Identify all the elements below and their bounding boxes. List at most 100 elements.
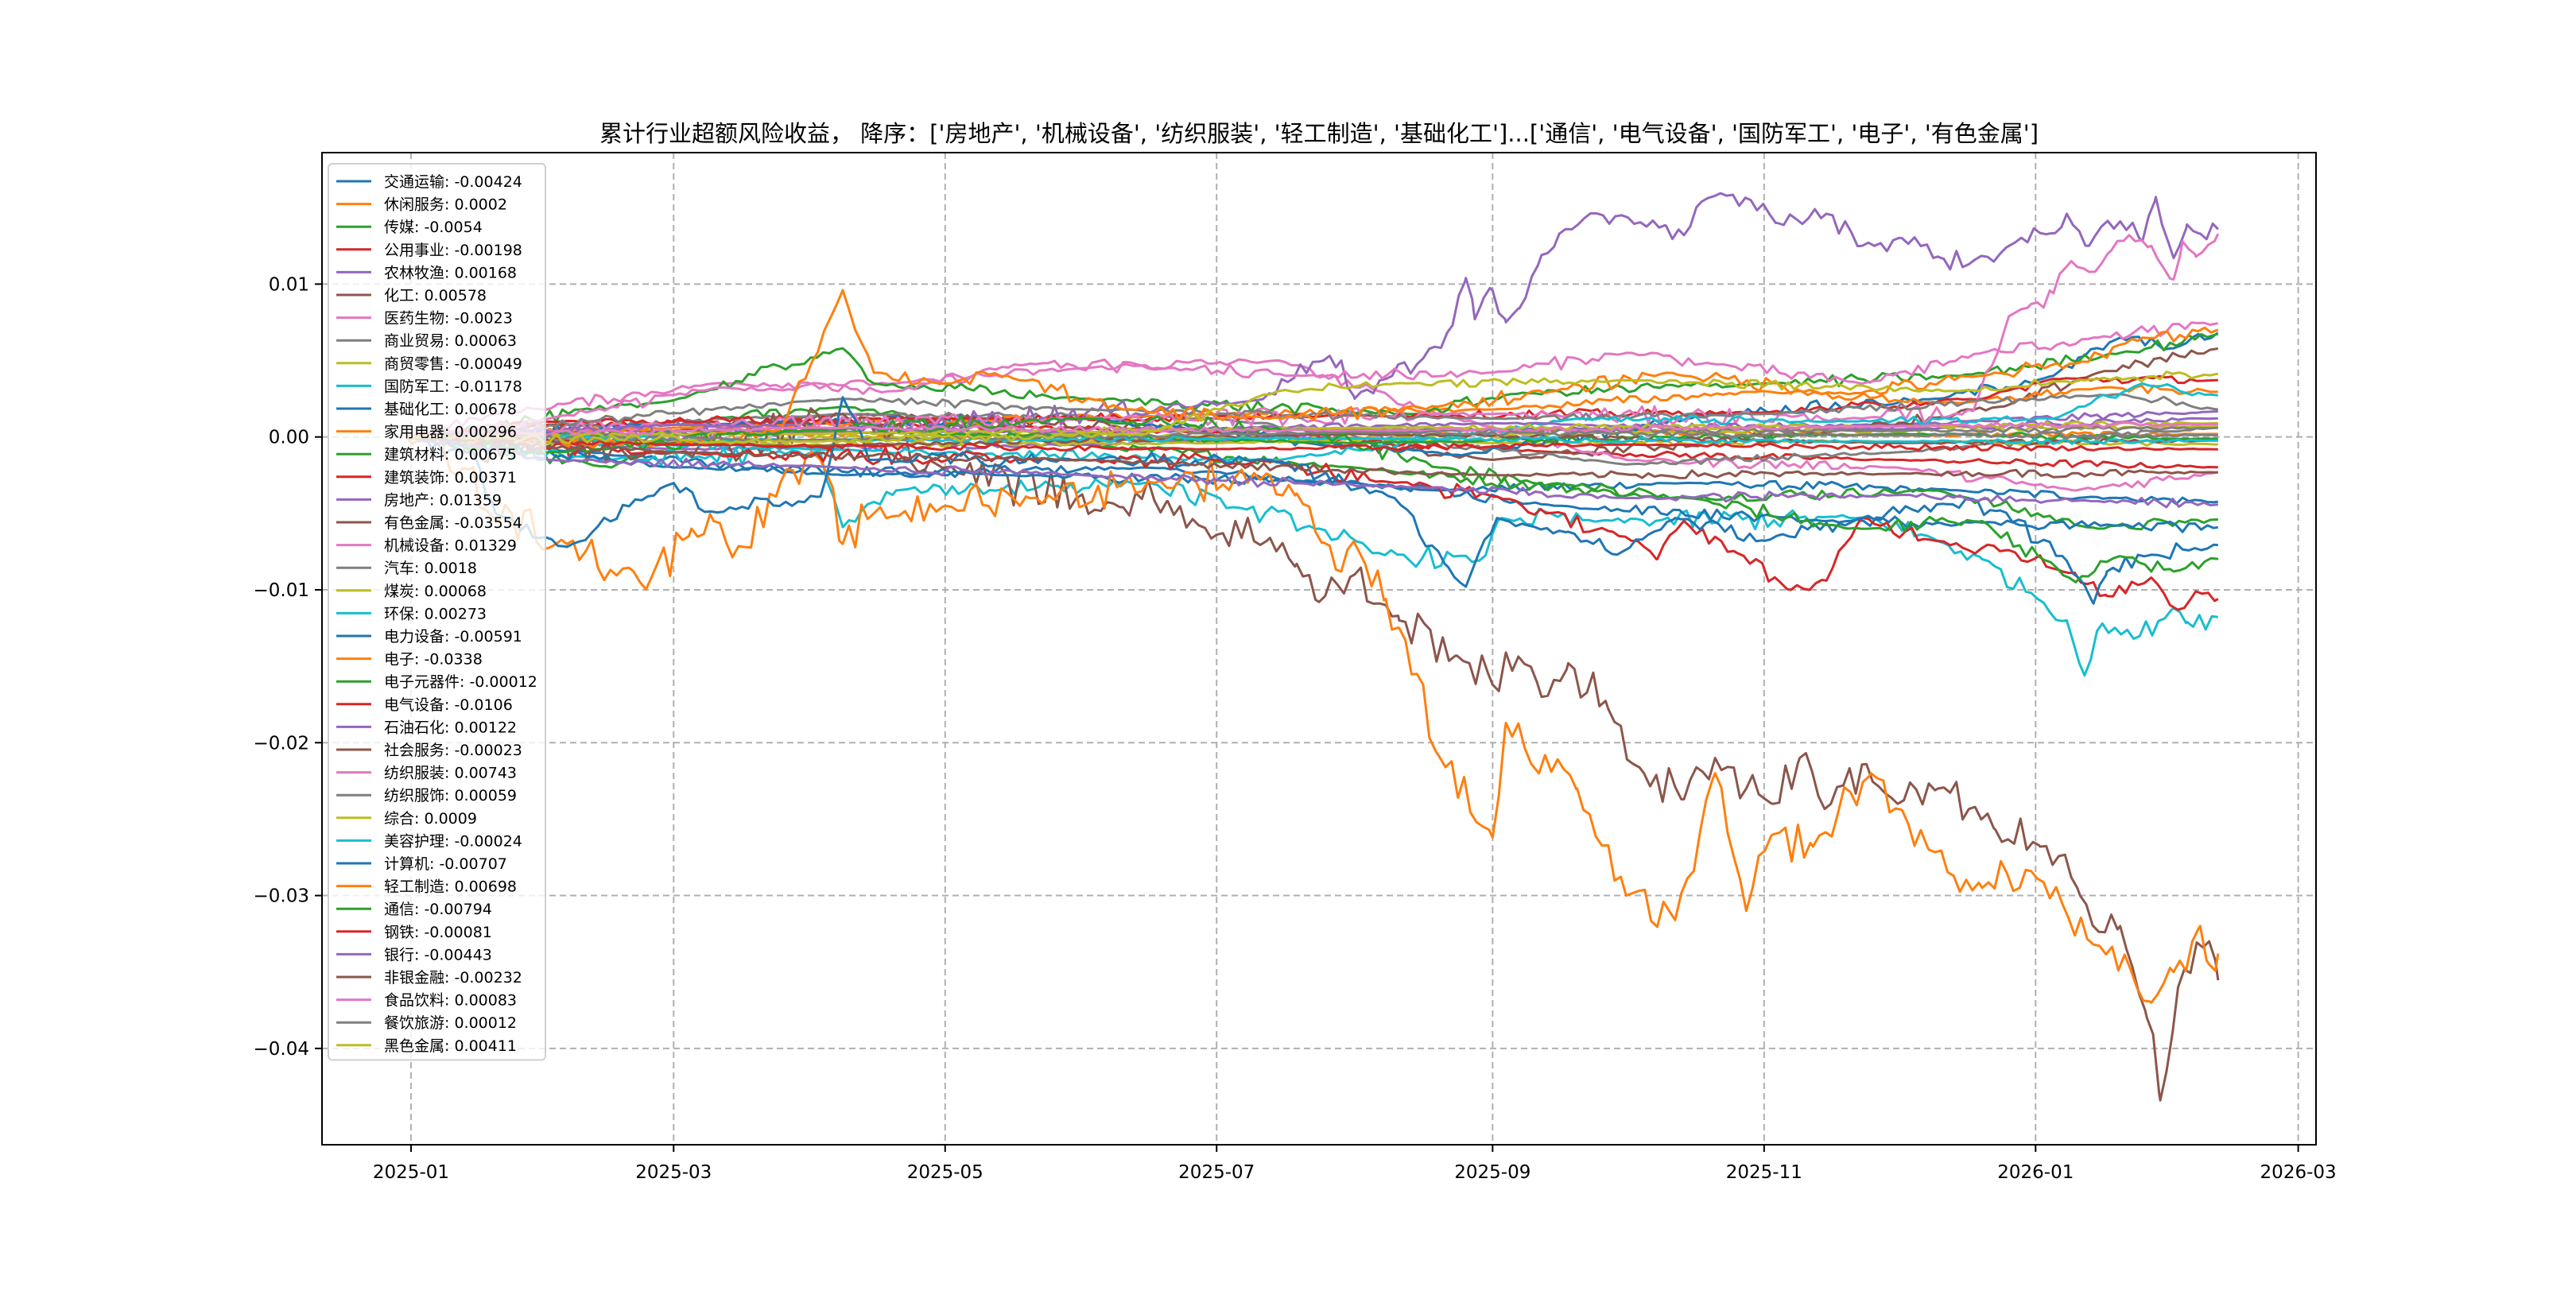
y-axis: 0.01 0.00 −0.01 −0.02 −0.03 −0.04 — [254, 274, 322, 1060]
legend-entry: 建筑装饰: 0.00371 — [336, 469, 517, 487]
legend-entry: 电力设备: -0.00591 — [336, 628, 522, 646]
legend-label: 医药生物: -0.0023 — [384, 310, 513, 328]
x-tick-label: 2026-03 — [2260, 1162, 2337, 1183]
x-tick-label: 2026-01 — [1997, 1162, 2074, 1183]
series-line-黑色金属 — [406, 370, 2218, 445]
legend-label: 银行: -0.00443 — [384, 946, 492, 963]
legend-label: 机械设备: 0.01329 — [384, 537, 517, 555]
y-tick-label: 0.00 — [269, 428, 309, 448]
x-tick-label: 2025-11 — [1726, 1162, 1802, 1183]
series-line-基础化工 — [406, 331, 2219, 457]
series-line-房地产 — [406, 192, 2219, 446]
x-tick-label: 2025-05 — [907, 1162, 983, 1183]
legend-entry: 银行: -0.00443 — [336, 946, 492, 963]
legend-entry: 国防军工: -0.01178 — [336, 378, 522, 395]
legend-entry: 计算机: -0.00707 — [336, 855, 507, 873]
legend-box — [328, 163, 546, 1061]
legend-entry: 化工: 0.00578 — [336, 287, 487, 304]
legend: 交通运输: -0.00424 休闲服务: 0.0002 传媒: -0.0054 公用事… — [328, 163, 546, 1061]
legend-entry: 传媒: -0.0054 — [336, 219, 483, 236]
chart-title: 累计行业超额风险收益， 降序：['房地产', '机械设备', '纺织服装', '… — [599, 120, 2039, 147]
legend-label: 轻工制造: 0.00698 — [384, 878, 517, 896]
legend-entry: 休闲服务: 0.0002 — [336, 196, 507, 214]
legend-entry: 汽车: 0.0018 — [336, 560, 477, 577]
series-line-国防军工 — [406, 434, 2218, 677]
series-line-钢铁 — [406, 436, 2218, 452]
legend-entry: 纺织服饰: 0.00059 — [336, 787, 517, 804]
legend-entry: 轻工制造: 0.00698 — [336, 878, 517, 896]
legend-entry: 商业贸易: 0.00063 — [336, 332, 517, 350]
legend-label: 商业贸易: 0.00063 — [384, 332, 517, 350]
series-line-非银金融 — [406, 436, 2218, 479]
legend-label: 社会服务: -0.00023 — [384, 742, 522, 759]
y-tick-label: −0.04 — [254, 1039, 309, 1060]
legend-entry: 家用电器: 0.00296 — [336, 424, 517, 441]
legend-entry: 农林牧渔: 0.00168 — [336, 264, 517, 281]
legend-label: 国防军工: -0.01178 — [384, 378, 522, 395]
legend-entry: 美容护理: -0.00024 — [336, 832, 522, 850]
series-lines — [405, 192, 2220, 1102]
y-tick-label: −0.01 — [254, 580, 309, 601]
legend-label: 公用事业: -0.00198 — [384, 242, 522, 259]
legend-label: 传媒: -0.0054 — [384, 219, 483, 236]
legend-entry: 通信: -0.00794 — [336, 901, 492, 918]
legend-label: 商贸零售: -0.00049 — [384, 355, 522, 373]
legend-label: 通信: -0.00794 — [384, 901, 492, 918]
legend-label: 电气设备: -0.0106 — [384, 696, 513, 714]
legend-entry: 电子: -0.0338 — [336, 651, 483, 669]
legend-label: 计算机: -0.00707 — [384, 855, 507, 873]
legend-entry: 煤炭: 0.00068 — [336, 583, 487, 600]
legend-entry: 石油石化: 0.00122 — [336, 719, 517, 736]
legend-label: 建筑装饰: 0.00371 — [384, 469, 517, 487]
legend-entry: 机械设备: 0.01329 — [336, 537, 517, 555]
legend-label: 钢铁: -0.00081 — [384, 924, 492, 941]
series-line-餐饮旅游 — [406, 430, 2218, 443]
legend-label: 黑色金属: 0.00411 — [384, 1037, 517, 1055]
legend-entry: 有色金属: -0.03554 — [336, 514, 522, 532]
series-line-银行 — [406, 436, 2218, 509]
legend-label: 交通运输: -0.00424 — [384, 173, 522, 191]
legend-entry: 交通运输: -0.00424 — [336, 173, 522, 191]
x-tick-label: 2025-03 — [635, 1162, 712, 1183]
legend-entry: 商贸零售: -0.00049 — [336, 355, 522, 373]
x-tick-label: 2025-01 — [373, 1162, 449, 1183]
legend-entry: 纺织服装: 0.00743 — [336, 765, 517, 782]
legend-label: 休闲服务: 0.0002 — [384, 196, 507, 214]
y-tick-label: 0.01 — [269, 274, 309, 295]
legend-label: 建筑材料: 0.00675 — [384, 446, 517, 463]
legend-entry: 建筑材料: 0.00675 — [336, 446, 517, 463]
legend-entry: 非银金融: -0.00232 — [336, 969, 522, 987]
x-tick-label: 2025-07 — [1178, 1162, 1255, 1183]
legend-entry: 食品饮料: 0.00083 — [336, 992, 517, 1010]
legend-label: 综合: 0.0009 — [384, 810, 477, 828]
legend-entry: 基础化工: 0.00678 — [336, 401, 517, 418]
grid-lines — [322, 153, 2316, 1145]
legend-label: 有色金属: -0.03554 — [384, 514, 522, 532]
x-axis: 2025-01 2025-03 2025-05 2025-07 2025-09 2025-… — [373, 1145, 2337, 1183]
plot-frame — [321, 152, 2317, 1146]
legend-entry: 电气设备: -0.0106 — [336, 696, 513, 714]
legend-entry: 社会服务: -0.00023 — [336, 742, 522, 759]
legend-label: 美容护理: -0.00024 — [384, 832, 522, 850]
legend-entry: 医药生物: -0.0023 — [336, 310, 513, 328]
series-line-电子 — [405, 428, 2220, 1004]
legend-label: 非银金融: -0.00232 — [384, 969, 522, 987]
y-tick-label: −0.03 — [254, 886, 309, 907]
legend-label: 食品饮料: 0.00083 — [384, 992, 517, 1010]
series-line-石油石化 — [406, 417, 2218, 439]
legend-label: 农林牧渔: 0.00168 — [384, 264, 517, 281]
legend-entry: 综合: 0.0009 — [336, 810, 477, 828]
series-line-食品饮料 — [406, 421, 2218, 439]
legend-label: 化工: 0.00578 — [384, 287, 487, 304]
legend-label: 电子元器件: -0.00012 — [384, 673, 537, 691]
legend-label: 基础化工: 0.00678 — [384, 401, 517, 418]
legend-label: 汽车: 0.0018 — [384, 560, 477, 577]
legend-label: 环保: 0.00273 — [384, 605, 487, 622]
legend-entry: 公用事业: -0.00198 — [336, 242, 522, 259]
legend-label: 石油石化: 0.00122 — [384, 719, 517, 736]
legend-label: 房地产: 0.01359 — [384, 491, 502, 509]
y-tick-label: −0.02 — [254, 733, 309, 754]
series-line-纺织服装 — [406, 321, 2218, 439]
legend-label: 家用电器: 0.00296 — [384, 424, 517, 441]
